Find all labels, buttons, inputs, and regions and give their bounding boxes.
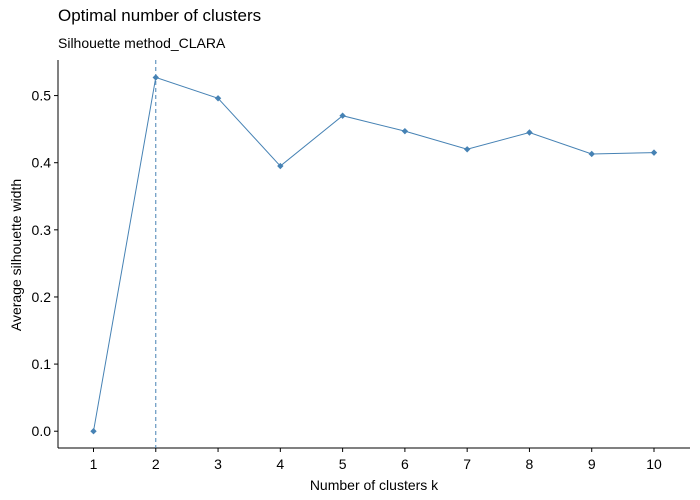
y-tick-label: 0.1 — [32, 356, 52, 372]
data-point — [650, 149, 658, 156]
x-tick-label: 3 — [214, 456, 222, 472]
y-tick-label: 0.4 — [32, 155, 52, 171]
x-tick-label: 2 — [152, 456, 160, 472]
y-tick-label: 0.2 — [32, 289, 52, 305]
y-tick-label: 0.0 — [32, 423, 52, 439]
data-point — [339, 112, 346, 119]
x-axis-label: Number of clusters k — [310, 477, 439, 493]
data-point — [463, 146, 471, 153]
x-tick-label: 1 — [90, 456, 98, 472]
x-tick-label: 5 — [339, 456, 347, 472]
data-point — [526, 129, 533, 136]
axes-group: 0.0 0.1 0.2 0.3 0.4 0.5 1 2 3 4 5 6 7 8 9 10 — [32, 60, 690, 472]
data-point — [401, 127, 409, 135]
data-point — [152, 74, 159, 81]
data-point — [214, 95, 222, 102]
x-tick-label: 6 — [401, 456, 409, 472]
x-tick-label: 7 — [463, 456, 471, 472]
y-tick-label: 0.3 — [32, 222, 52, 238]
data-point — [588, 150, 595, 158]
data-point — [277, 162, 284, 170]
chart-title: Optimal number of clusters — [58, 6, 262, 25]
x-tick-label: 9 — [588, 456, 596, 472]
y-axis-label: Average silhouette width — [8, 179, 24, 331]
x-tick-label: 4 — [276, 456, 284, 472]
chart-subtitle: Silhouette method_CLARA — [58, 35, 226, 51]
y-tick-label: 0.5 — [32, 88, 52, 104]
marks-group — [90, 60, 658, 448]
x-tick-label: 10 — [646, 456, 662, 472]
data-point — [90, 428, 97, 435]
x-tick-label: 8 — [526, 456, 534, 472]
series-line — [93, 76, 655, 432]
